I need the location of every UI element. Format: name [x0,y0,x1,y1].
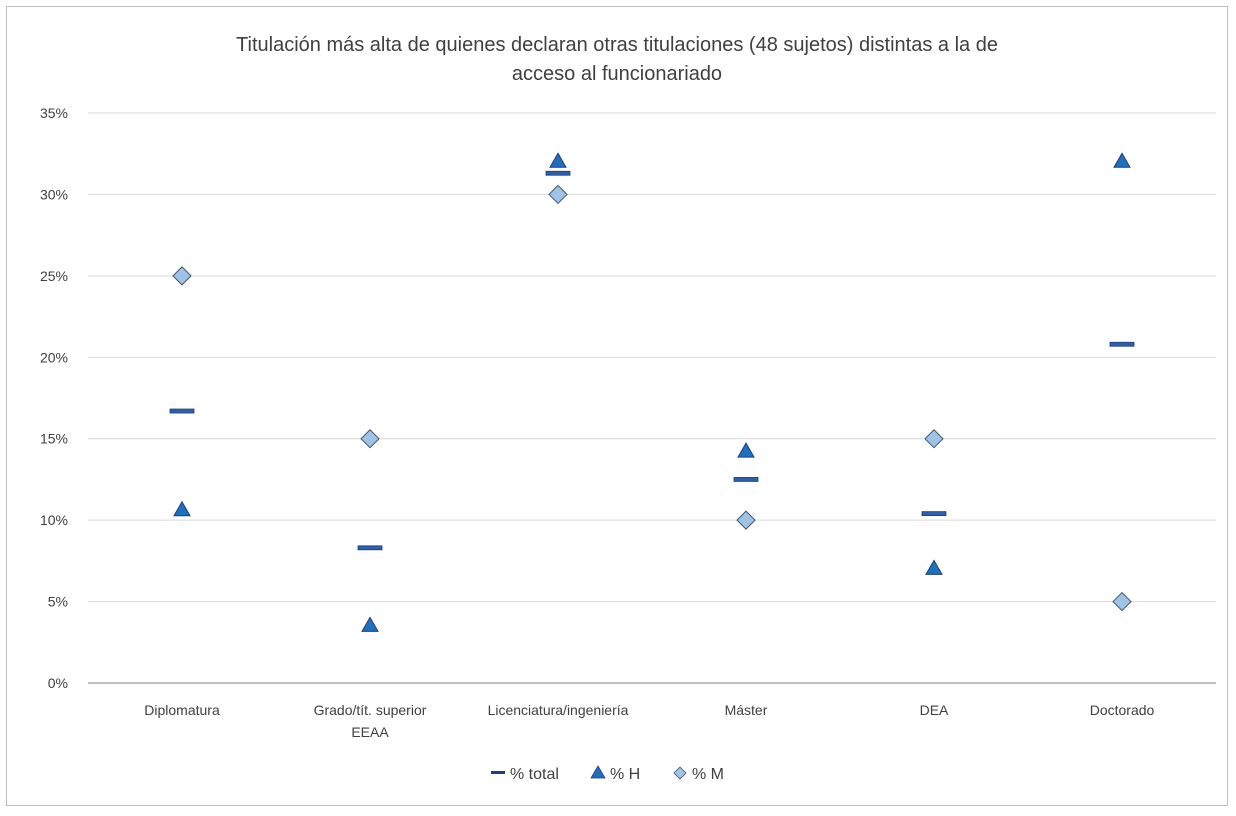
legend-marker [491,771,505,774]
chart-frame: Titulación más alta de quienes declaran … [6,6,1228,806]
data-point [361,616,379,632]
chart-title-line: Titulación más alta de quienes declaran … [236,34,998,56]
data-point [172,266,192,286]
gridlines [88,112,1216,684]
y-tick-label: 5% [48,594,68,610]
data-point [921,511,947,517]
data-marks [169,152,1135,632]
x-axis-ticks: Diplomatura Grado/tít. superior EEAA Licenc… [144,702,1154,740]
y-tick-label: 10% [40,512,68,528]
series-1 [173,152,1131,632]
chart-svg: Titulación más alta de quienes declaran … [40,34,1216,783]
chart-title: Titulación más alta de quienes declaran … [236,34,998,85]
x-tick-label: Doctorado [1090,702,1155,718]
data-point [357,545,383,551]
legend: % total % H % M [491,765,724,783]
data-point [169,408,195,414]
x-tick-label: Licenciatura/ingeniería [488,702,629,718]
series-0 [169,170,1135,551]
x-tick-label: EEAA [351,724,389,740]
data-point [1112,591,1132,612]
data-point [360,429,380,449]
legend-item: % H [590,765,640,783]
x-tick-label: Máster [725,702,768,718]
legend-marker [673,766,687,780]
data-point [737,442,755,458]
data-point [736,510,756,530]
data-point [1113,152,1131,168]
y-tick-label: 0% [48,675,68,691]
y-tick-label: 20% [40,349,68,365]
data-point [733,477,759,482]
data-point [545,170,571,176]
legend-marker [590,765,606,779]
legend-label: % total [510,766,559,783]
y-tick-label: 35% [40,105,68,121]
data-point [549,152,567,168]
data-point [548,184,568,205]
data-point [173,500,191,517]
x-tick-label: Diplomatura [144,702,220,718]
data-point [925,559,943,575]
legend-label: % H [610,766,640,783]
y-tick-label: 30% [40,186,68,202]
y-axis-ticks: 0% 5% 10% 15% 20% 25% 30% 35% [40,105,68,691]
chart-title-line: acceso al funcionariado [512,63,722,85]
data-point [1109,341,1135,347]
x-tick-label: Grado/tít. superior [314,702,427,718]
y-tick-label: 25% [40,268,68,284]
legend-item: % total [491,766,559,783]
series-2 [172,184,1132,612]
y-tick-label: 15% [40,431,68,447]
legend-label: % M [692,766,724,783]
data-point [924,429,944,449]
legend-item: % M [673,766,724,783]
x-tick-label: DEA [920,702,949,718]
